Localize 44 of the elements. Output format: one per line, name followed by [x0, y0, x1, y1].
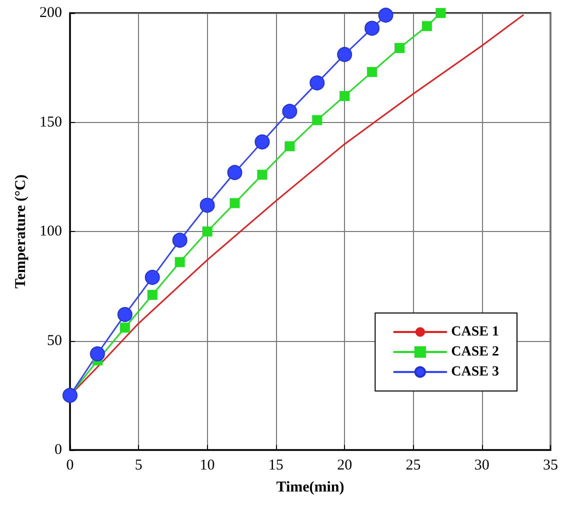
- point: [174, 257, 185, 268]
- point: [340, 91, 350, 102]
- x-axis-title: Time(min): [276, 480, 344, 496]
- x-tick-label: 35: [543, 458, 558, 474]
- point: [200, 198, 215, 213]
- point: [120, 322, 130, 333]
- point: [310, 75, 325, 90]
- point: [436, 8, 446, 18]
- point: [312, 115, 322, 126]
- x-tick-label: 15: [268, 458, 284, 474]
- x-tick-label: 20: [337, 458, 352, 474]
- point: [90, 346, 105, 362]
- point: [144, 270, 160, 285]
- x-tick-label: 10: [200, 458, 215, 474]
- point: [202, 226, 212, 236]
- point: [227, 165, 242, 180]
- y-tick-label: 150: [40, 114, 62, 130]
- x-tick-label: 30: [474, 458, 490, 474]
- y-tick-label: 50: [47, 332, 62, 349]
- point: [117, 307, 132, 322]
- point: [147, 290, 158, 300]
- point: [230, 198, 240, 208]
- point: [282, 104, 298, 119]
- y-axis-title: Temperature (°C): [13, 174, 30, 288]
- legend-label: CASE 1: [451, 324, 500, 340]
- point: [394, 42, 404, 53]
- point: [284, 141, 295, 152]
- y-tick-label: 100: [40, 224, 62, 240]
- x-tick-label: 0: [66, 458, 74, 474]
- point: [337, 47, 352, 62]
- point: [364, 20, 380, 36]
- point: [62, 388, 78, 403]
- y-tick-label: 200: [40, 5, 62, 21]
- point: [422, 21, 432, 32]
- point: [257, 170, 268, 180]
- legend-label: CASE 2: [451, 344, 500, 360]
- x-tick-label: 25: [406, 458, 421, 474]
- point: [254, 134, 270, 150]
- point: [378, 8, 394, 23]
- point: [367, 66, 378, 77]
- point: [172, 232, 188, 248]
- y-tick-label: 0: [54, 442, 62, 458]
- x-tick-label: 5: [134, 458, 142, 474]
- legend-label: CASE 3: [451, 364, 500, 380]
